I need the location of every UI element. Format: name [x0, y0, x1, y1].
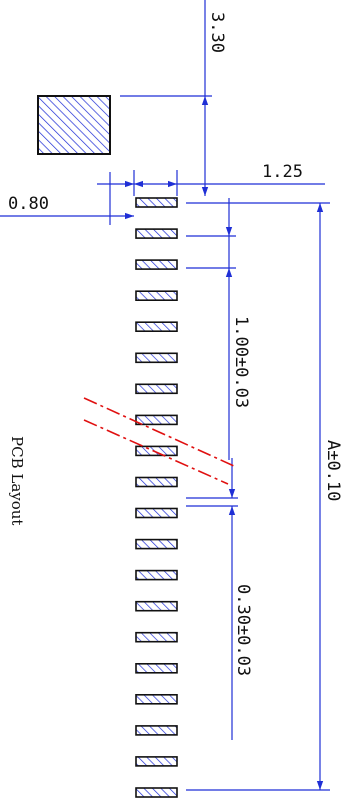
label-pitch: 1.00±0.03 [231, 316, 251, 408]
signal-pad [135, 756, 178, 767]
signal-pad [135, 259, 178, 270]
break-lines [83, 397, 235, 485]
signal-pad [135, 352, 178, 364]
signal-pad [135, 414, 178, 426]
signal-pad [135, 725, 178, 736]
break-line-upper [83, 397, 235, 467]
signal-pad [135, 693, 178, 705]
signal-pad [135, 321, 178, 333]
signal-pad [135, 787, 178, 798]
signal-pad-array [135, 197, 178, 798]
label-pad-width: 0.30±0.03 [233, 584, 253, 676]
signal-pad [135, 383, 178, 395]
mounting-pad [37, 95, 111, 155]
signal-pad [135, 445, 178, 457]
signal-pad [135, 538, 178, 550]
break-line-lower [83, 419, 229, 485]
signal-pad [135, 662, 178, 674]
signal-pad [135, 507, 178, 519]
signal-pad [135, 197, 178, 208]
signal-pad [135, 476, 178, 488]
label-pad-length: 1.25 [262, 162, 303, 182]
signal-pad [135, 631, 178, 643]
signal-pad [135, 228, 178, 239]
signal-pad [135, 569, 178, 581]
label-mount-pad-offset: 3.30 [207, 12, 227, 53]
label-mount-pad-gap: 0.80 [8, 194, 49, 214]
dimension-lines [0, 0, 330, 791]
signal-pad [135, 290, 178, 302]
label-overall-span: A±0.10 [323, 440, 343, 501]
caption: PCB Layout [8, 436, 26, 525]
signal-pad [135, 600, 178, 612]
